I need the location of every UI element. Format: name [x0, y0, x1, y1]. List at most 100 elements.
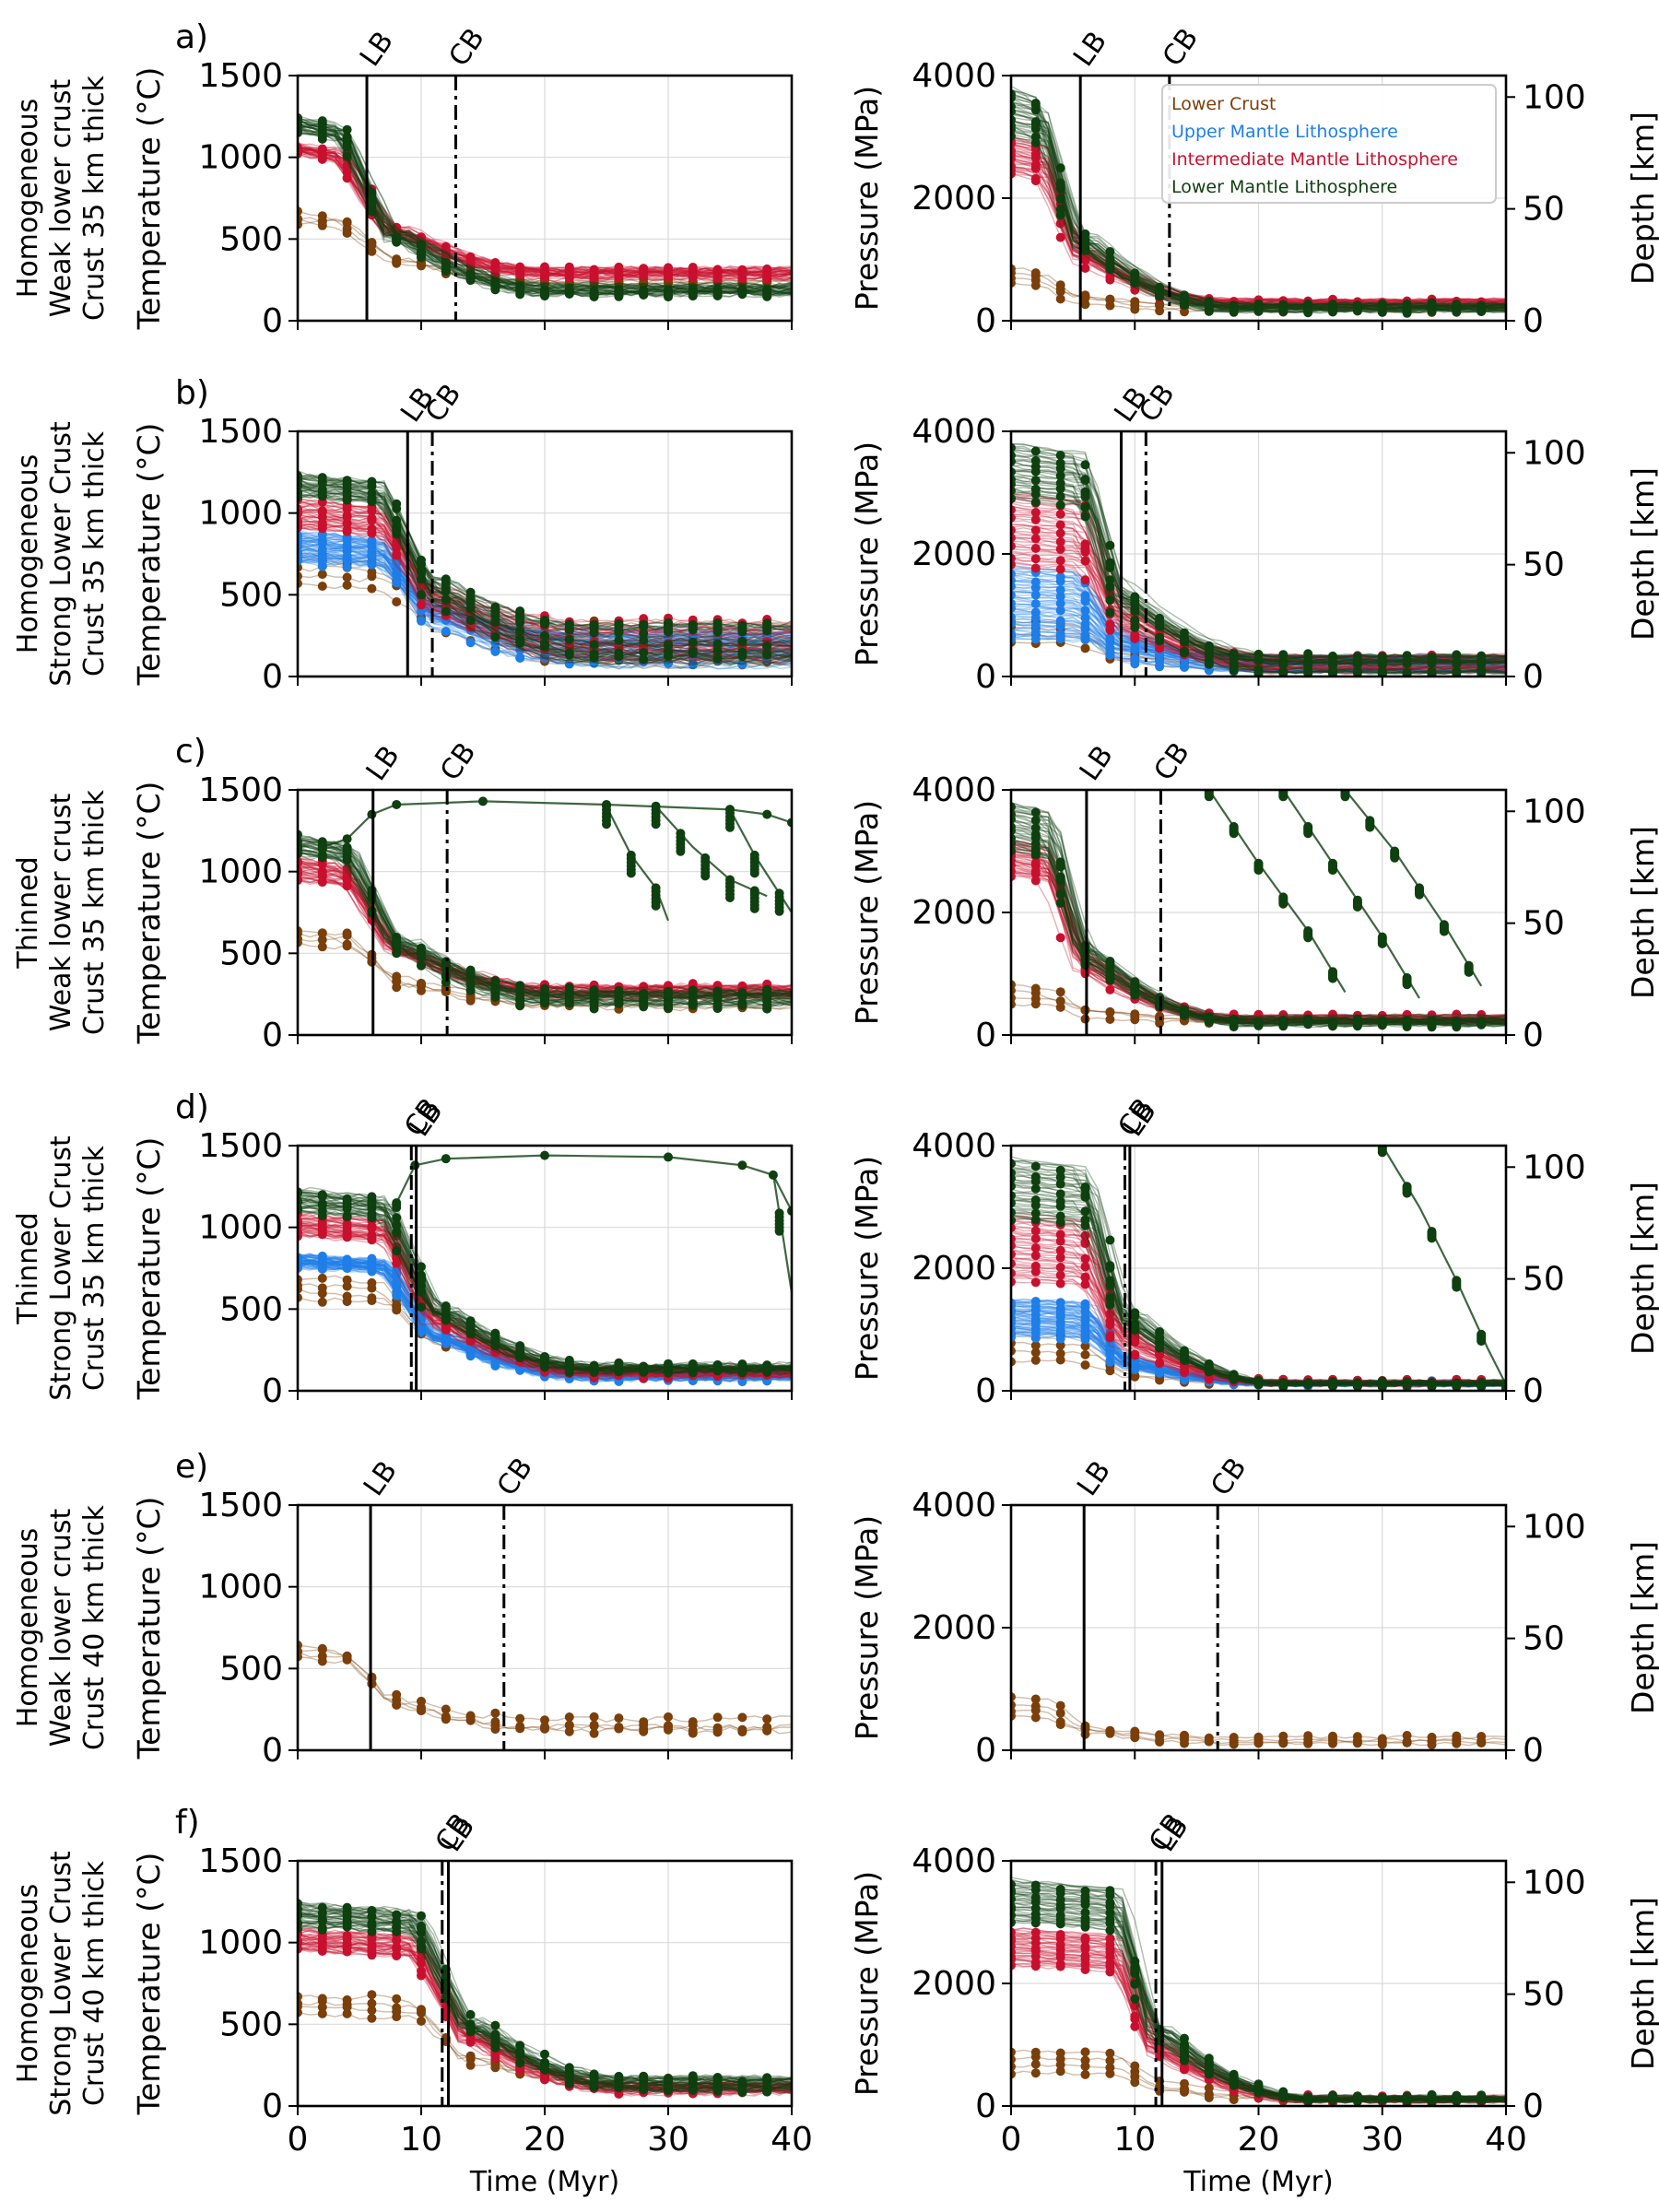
trajectory-line [298, 146, 792, 274]
trajectory-point [515, 606, 525, 616]
trajectory-point [1477, 665, 1487, 676]
trajectory-point [1055, 629, 1065, 639]
trajectory-point [639, 654, 649, 665]
trajectory-point [342, 867, 352, 877]
trajectory-point [1390, 853, 1400, 863]
trajectory-point [614, 652, 624, 662]
trajectory-point [1055, 898, 1065, 908]
trajectory-point [762, 1364, 772, 1374]
trajectory-point [417, 1287, 426, 1297]
trajectory-point [1080, 229, 1090, 239]
panel-label: c) [175, 733, 206, 771]
trajectory-point [602, 819, 611, 830]
trajectory-point [1105, 1356, 1115, 1366]
trajectory-point [540, 630, 549, 641]
trajectory-point [417, 616, 426, 626]
trajectory-point [367, 477, 377, 487]
trajectory-point [417, 960, 426, 971]
trajectory-point [589, 292, 599, 301]
trajectory-point [367, 1192, 377, 1202]
pressure-ylabel: Pressure (MPa) [849, 86, 885, 311]
trajectory-line [298, 836, 792, 1002]
panel-d: Thinned Strong Lower Crust Crust 35 km thi… [12, 1088, 1659, 1410]
panel-label: a) [175, 18, 208, 56]
trajectory-point [465, 270, 476, 280]
trajectory-point [1055, 889, 1065, 900]
trajectory-point [1080, 490, 1090, 500]
trajectory-point [367, 1230, 377, 1241]
trajectory-point [478, 796, 488, 806]
trajectory-point [317, 842, 327, 853]
row-label: Weak lower crust [45, 794, 77, 1032]
trajectory-line [298, 476, 792, 642]
trajectory-point [1130, 653, 1140, 664]
trajectory-point [639, 264, 649, 274]
trajectory-point [1229, 653, 1239, 663]
trajectory-point [664, 1360, 673, 1371]
trajectory-point [417, 1262, 426, 1272]
trajectory-point [1055, 163, 1065, 173]
trajectory-point [342, 1291, 352, 1301]
trajectory-point [342, 229, 352, 238]
trajectory-point [342, 928, 352, 938]
depth-tick-label: 50 [1523, 191, 1565, 229]
trajectory-point [1080, 512, 1090, 522]
temperature-data [298, 1150, 792, 1387]
trajectory-point [490, 632, 500, 642]
trajectory-point [1402, 301, 1412, 312]
trajectory-point [688, 992, 698, 1002]
trajectory-point [540, 291, 549, 301]
trajectory-point [1452, 650, 1462, 660]
row-label: Crust 35 km thick [78, 789, 111, 1035]
trajectory-point [1055, 536, 1065, 547]
trajectory-point [317, 1252, 327, 1262]
depth-tick-label: 50 [1523, 905, 1565, 943]
trajectory-line [298, 500, 792, 662]
trajectory-line [298, 125, 792, 290]
trajectory-line [298, 838, 792, 994]
y-tick-label: 1000 [198, 1209, 283, 1247]
trajectory-point [417, 944, 426, 954]
trajectory-point [639, 620, 649, 630]
pressure-data [1011, 85, 1506, 318]
y-tick-label: 1000 [198, 495, 283, 533]
trajectory-point [1130, 616, 1140, 626]
trajectory-point [1080, 556, 1090, 566]
panel-c: Thinned Weak lower crust Crust 35 km thick… [12, 733, 1659, 1054]
trajectory-point [589, 621, 599, 631]
trajectory-point [1278, 302, 1288, 312]
trajectory-point [1452, 1018, 1462, 1029]
trajectory-point [1328, 973, 1337, 983]
trajectory-point [441, 1332, 451, 1342]
row-label: Crust 35 km thick [78, 1145, 111, 1391]
trajectory-line [298, 130, 792, 289]
trajectory-point [441, 241, 451, 252]
trajectory-point [749, 903, 759, 913]
y-tick-label: 4000 [912, 57, 996, 95]
trajectory-point [589, 989, 599, 999]
trajectory-point [1030, 858, 1041, 868]
y-tick-label: 1500 [198, 57, 283, 95]
trajectory-line [298, 1186, 792, 1375]
trajectory-point [392, 1277, 402, 1288]
trajectory-point [688, 985, 698, 995]
panel-label: b) [175, 374, 209, 412]
trajectory-point [1402, 668, 1412, 677]
trajectory-point [392, 1246, 402, 1256]
trajectory-line [298, 540, 792, 666]
trajectory-point [465, 993, 476, 1003]
trajectory-point [342, 875, 352, 885]
trajectory-line [1011, 149, 1506, 302]
trajectory-point [664, 640, 673, 650]
trajectory-point [367, 1293, 377, 1303]
trajectory-point [515, 1341, 525, 1351]
trajectory-point [1080, 606, 1090, 616]
y-tick-label: 4000 [912, 1127, 996, 1165]
depth-tick-label: 100 [1523, 434, 1586, 472]
trajectory-point [1080, 575, 1090, 585]
trajectory-point [417, 567, 426, 577]
trajectory-point [1105, 642, 1115, 653]
